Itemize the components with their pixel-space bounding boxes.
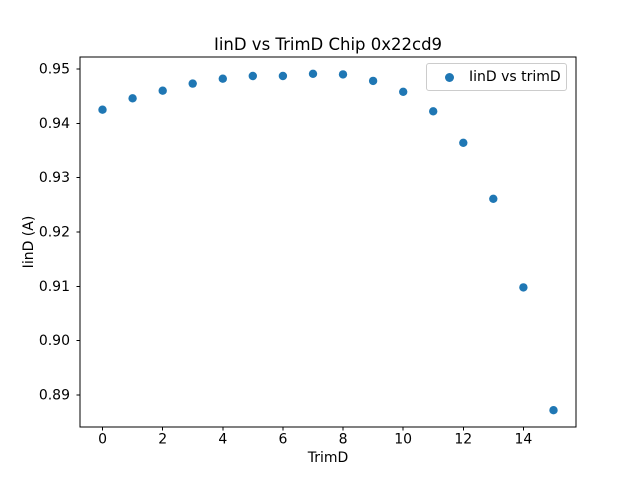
data-point <box>459 138 468 147</box>
x-tick-label: 0 <box>98 432 107 448</box>
axes-frame <box>79 56 577 428</box>
data-point <box>278 71 288 81</box>
data-point <box>519 283 528 292</box>
x-tick-label: 14 <box>514 432 532 448</box>
x-tick-label: 12 <box>454 432 472 448</box>
data-point <box>368 76 378 86</box>
y-axis-label: IinD (A) <box>21 215 37 269</box>
chart-title: IinD vs TrimD Chip 0x22cd9 <box>213 35 443 54</box>
data-point <box>218 74 227 83</box>
legend-marker-icon <box>445 72 454 82</box>
y-tick-label: 0.92 <box>39 224 70 240</box>
x-tick-label: 4 <box>218 432 227 448</box>
data-point <box>98 105 107 114</box>
x-tick-label: 10 <box>394 432 412 448</box>
y-tick-label: 0.90 <box>39 333 70 349</box>
y-tick-label: 0.94 <box>39 116 70 132</box>
data-point <box>399 87 408 97</box>
x-tick-label: 6 <box>278 432 287 448</box>
legend: IinD vs trimD <box>426 63 567 91</box>
y-tick-label: 0.95 <box>39 61 70 77</box>
x-axis-label: TrimD <box>307 450 349 466</box>
data-point <box>549 406 558 415</box>
data-point <box>128 94 137 103</box>
y-tick-label: 0.91 <box>39 279 70 295</box>
y-tick-label: 0.93 <box>39 170 70 186</box>
data-point <box>248 71 257 81</box>
data-point <box>158 86 167 95</box>
data-point <box>308 69 318 79</box>
data-point <box>188 79 197 88</box>
data-point <box>429 107 438 116</box>
x-tick-label: 2 <box>158 432 167 448</box>
legend-label: IinD vs trimD <box>469 69 561 85</box>
y-tick-label: 0.89 <box>39 387 70 403</box>
data-point <box>338 70 348 79</box>
x-tick-label: 8 <box>339 432 348 448</box>
data-point <box>489 194 498 203</box>
